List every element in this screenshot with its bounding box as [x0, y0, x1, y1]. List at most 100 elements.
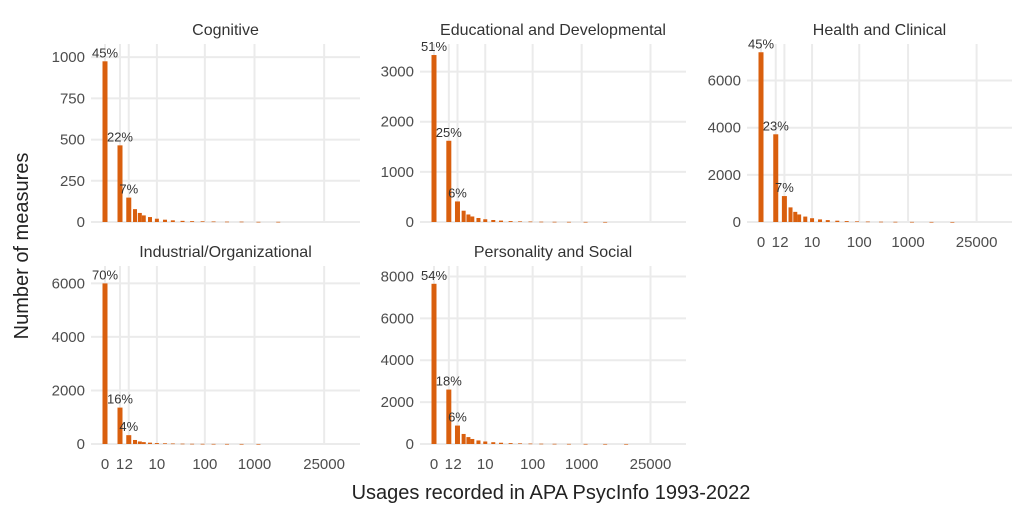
bar: [603, 443, 608, 445]
x-tick-label: 1000: [565, 456, 598, 473]
y-tick-label: 4000: [381, 352, 414, 369]
bar-percent-label: 45%: [748, 36, 774, 51]
y-tick-label: 2000: [52, 382, 85, 399]
bar-percent-label: 45%: [92, 45, 118, 60]
bar: [470, 438, 475, 444]
facet-title: Educational and Developmental: [440, 22, 666, 39]
bar: [256, 443, 261, 445]
bar: [276, 221, 281, 223]
bar: [624, 443, 629, 445]
y-tick-label: 0: [77, 214, 85, 231]
bar: [499, 442, 504, 444]
bar-percent-label: 25%: [436, 125, 462, 140]
y-tick-label: 0: [406, 436, 414, 453]
bar: [454, 201, 460, 222]
bar: [539, 443, 544, 445]
bar: [154, 218, 159, 222]
bar: [552, 221, 557, 223]
y-tick-label: 2000: [708, 167, 741, 184]
bar-percent-label: 23%: [763, 118, 789, 133]
bar: [929, 221, 934, 223]
x-tick-label: 0: [101, 456, 109, 473]
facet-1: Educational and Developmental 0 1000 2000 30…: [381, 22, 686, 231]
bar: [566, 221, 571, 223]
bar: [499, 220, 504, 222]
y-tick-label: 8000: [381, 268, 414, 285]
bar: [117, 407, 123, 444]
bar: [476, 440, 481, 444]
x-tick-label: 100: [192, 456, 217, 473]
x-tick-label: 2: [125, 456, 133, 473]
y-tick-label: 0: [77, 436, 85, 453]
y-tick-label: 2000: [381, 114, 414, 131]
bar: [528, 443, 533, 445]
bar: [818, 219, 823, 222]
bar: [758, 52, 764, 223]
bar: [162, 219, 167, 222]
bar: [781, 196, 787, 222]
x-tick-label: 1000: [891, 234, 924, 251]
bar: [810, 218, 815, 222]
bar: [200, 443, 205, 445]
bar-percent-label: 16%: [107, 392, 133, 407]
y-tick-label: 6000: [708, 73, 741, 90]
bar: [466, 214, 471, 222]
bar: [190, 443, 195, 445]
bar: [879, 221, 884, 223]
bar: [256, 221, 261, 223]
x-tick-label: 2: [780, 234, 788, 251]
bar: [141, 442, 146, 444]
x-tick-label: 10: [804, 234, 821, 251]
facet-title: Health and Clinical: [813, 22, 946, 39]
bar: [835, 220, 840, 222]
bar: [126, 435, 132, 444]
bar: [508, 221, 513, 222]
bar-percent-label: 7%: [775, 180, 794, 195]
bar: [200, 221, 205, 222]
bar: [950, 221, 955, 223]
y-tick-label: 1000: [52, 49, 85, 66]
bar: [788, 207, 793, 222]
y-tick-label: 1000: [381, 164, 414, 181]
bar: [518, 443, 523, 444]
bar: [147, 217, 152, 222]
bar: [844, 221, 849, 222]
x-tick-label: 1: [116, 456, 124, 473]
bar: [154, 443, 159, 444]
bar-percent-label: 54%: [421, 268, 447, 283]
facet-0: Cognitive 0 250 500 750 1000 45% 22% 7%: [52, 22, 360, 231]
y-tick-label: 6000: [381, 310, 414, 327]
y-tick-label: 500: [60, 132, 85, 149]
bar: [566, 443, 571, 445]
bar: [137, 441, 142, 444]
bar: [102, 283, 108, 444]
x-axis-title: Usages recorded in APA PsycInfo 1993-202…: [352, 482, 751, 504]
y-tick-label: 750: [60, 90, 85, 107]
y-tick-label: 4000: [708, 120, 741, 137]
bar: [476, 217, 481, 222]
bar: [431, 283, 437, 444]
y-axis-title: Number of measures: [11, 153, 33, 340]
bar: [803, 216, 808, 222]
bar: [446, 389, 452, 444]
bar-percent-label: 18%: [436, 374, 462, 389]
bar: [552, 443, 557, 445]
bar: [793, 211, 798, 222]
x-tick-label: 10: [477, 456, 494, 473]
bar: [170, 443, 175, 445]
bar: [491, 442, 496, 444]
bar: [483, 219, 488, 222]
bar: [126, 197, 132, 222]
bar: [132, 439, 137, 444]
bar: [539, 221, 544, 223]
facet-4: Personality and Social 0 2000 4000 6000 8000 0…: [381, 244, 686, 473]
x-tick-label: 1: [445, 456, 453, 473]
bar: [909, 221, 914, 223]
bar: [483, 441, 488, 444]
bar-percent-label: 6%: [448, 410, 467, 425]
bar: [239, 221, 244, 223]
bar-percent-label: 7%: [119, 182, 138, 197]
y-tick-label: 3000: [381, 64, 414, 81]
x-tick-label: 10: [149, 456, 166, 473]
bar: [825, 220, 830, 222]
